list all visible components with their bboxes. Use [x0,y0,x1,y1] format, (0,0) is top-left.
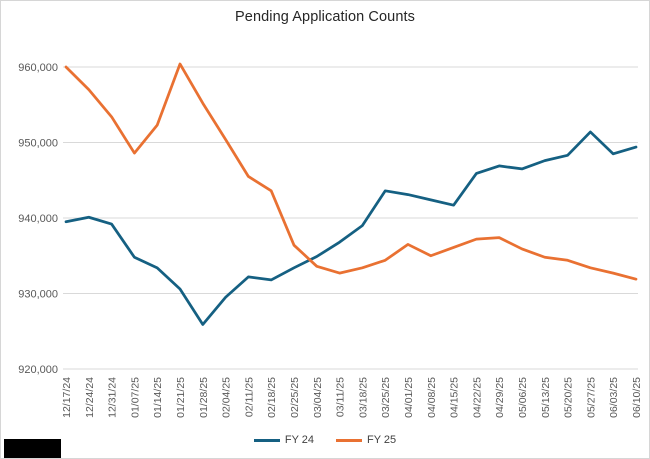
x-tick-label: 05/13/25 [540,377,552,418]
y-tick-label: 950,000 [18,138,58,150]
x-tick-label: 04/15/25 [449,377,461,418]
y-tick-label: 940,000 [18,213,58,225]
x-tick-label: 01/21/25 [175,377,187,418]
x-tick-label: 06/10/25 [631,377,643,418]
x-tick-label: 05/06/25 [517,377,529,418]
series-line-fy-25 [64,62,638,281]
x-tick-label: 04/08/25 [426,377,438,418]
x-tick-label: 05/20/25 [563,377,575,418]
x-tick-label: 03/11/25 [335,377,347,417]
x-tick-label: 01/28/25 [198,377,210,418]
x-tick-label: 02/18/25 [266,377,278,418]
redaction-box [4,439,61,458]
legend-label: FY 24 [284,434,314,446]
y-tick-label: 960,000 [18,62,58,74]
x-tick-label: 04/01/25 [403,377,415,418]
x-tick-label: 12/24/24 [84,377,96,418]
x-tick-label: 12/31/24 [107,377,119,418]
x-tick-label: 06/03/25 [608,377,620,418]
x-tick-label: 01/14/25 [152,377,164,418]
y-tick-label: 920,000 [18,364,58,376]
x-tick-label: 02/04/25 [221,377,233,418]
legend-swatch-icon [253,438,280,442]
chart-legend: FY 24 FY 25 [1,431,649,449]
x-tick-label: 02/25/25 [289,377,301,418]
legend-item-fy-24: FY 24 [253,434,314,446]
x-tick-label: 02/11/25 [243,377,255,417]
legend-swatch-icon [336,438,362,442]
x-tick-label: 03/18/25 [357,377,369,418]
x-tick-label: 01/07/25 [129,377,141,418]
x-tick-label: 04/22/25 [471,377,483,418]
legend-item-fy-25: FY 25 [336,434,396,446]
x-tick-label: 03/04/25 [312,377,324,418]
x-tick-label: 03/25/25 [380,377,392,418]
x-tick-label: 05/27/25 [585,377,597,418]
x-tick-label: 12/17/24 [61,377,73,418]
legend-label: FY 25 [367,434,397,446]
chart-title: Pending Application Counts [235,9,415,25]
x-tick-label: 04/29/25 [494,377,506,418]
series-line-fy-24 [64,130,638,326]
y-tick-label: 930,000 [18,289,58,301]
